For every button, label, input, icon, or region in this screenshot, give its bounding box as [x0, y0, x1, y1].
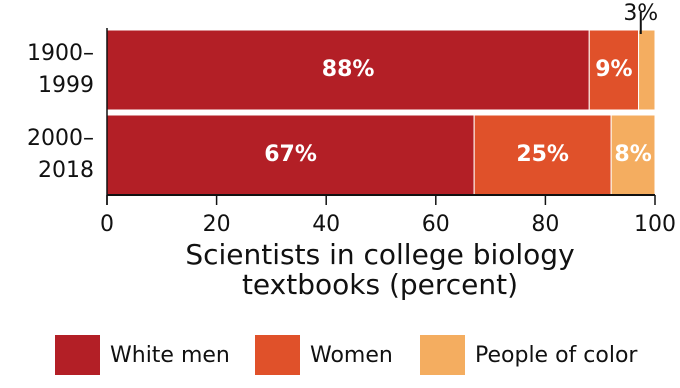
x-tick-label: 100 [634, 212, 676, 237]
legend-swatch [420, 335, 465, 375]
data-label: 25% [516, 142, 569, 167]
bar-segment [106, 29, 590, 111]
bar-segment [638, 29, 656, 111]
bar-segment [588, 29, 640, 111]
x-tick-label: 80 [531, 212, 559, 237]
legend-label: Women [310, 343, 393, 368]
data-label: 3% [623, 1, 658, 26]
data-label: 88% [322, 57, 375, 82]
x-tick-label: 20 [203, 212, 231, 237]
legend-swatch [255, 335, 300, 375]
x-tick-label: 40 [312, 212, 340, 237]
data-label: 9% [595, 57, 632, 82]
data-label: 8% [614, 142, 651, 167]
x-tick-label: 60 [422, 212, 450, 237]
legend-label: People of color [475, 343, 638, 368]
legend-swatch [55, 335, 100, 375]
bar-segment [610, 114, 656, 196]
x-tick-label: 0 [100, 212, 114, 237]
data-label: 67% [264, 142, 317, 167]
y-tick-label: 1900–1999 [27, 41, 94, 98]
y-tick-label: 2000–2018 [27, 126, 94, 183]
x-axis-title: Scientists in college biology textbooks … [185, 238, 575, 301]
legend-label: White men [110, 343, 230, 368]
